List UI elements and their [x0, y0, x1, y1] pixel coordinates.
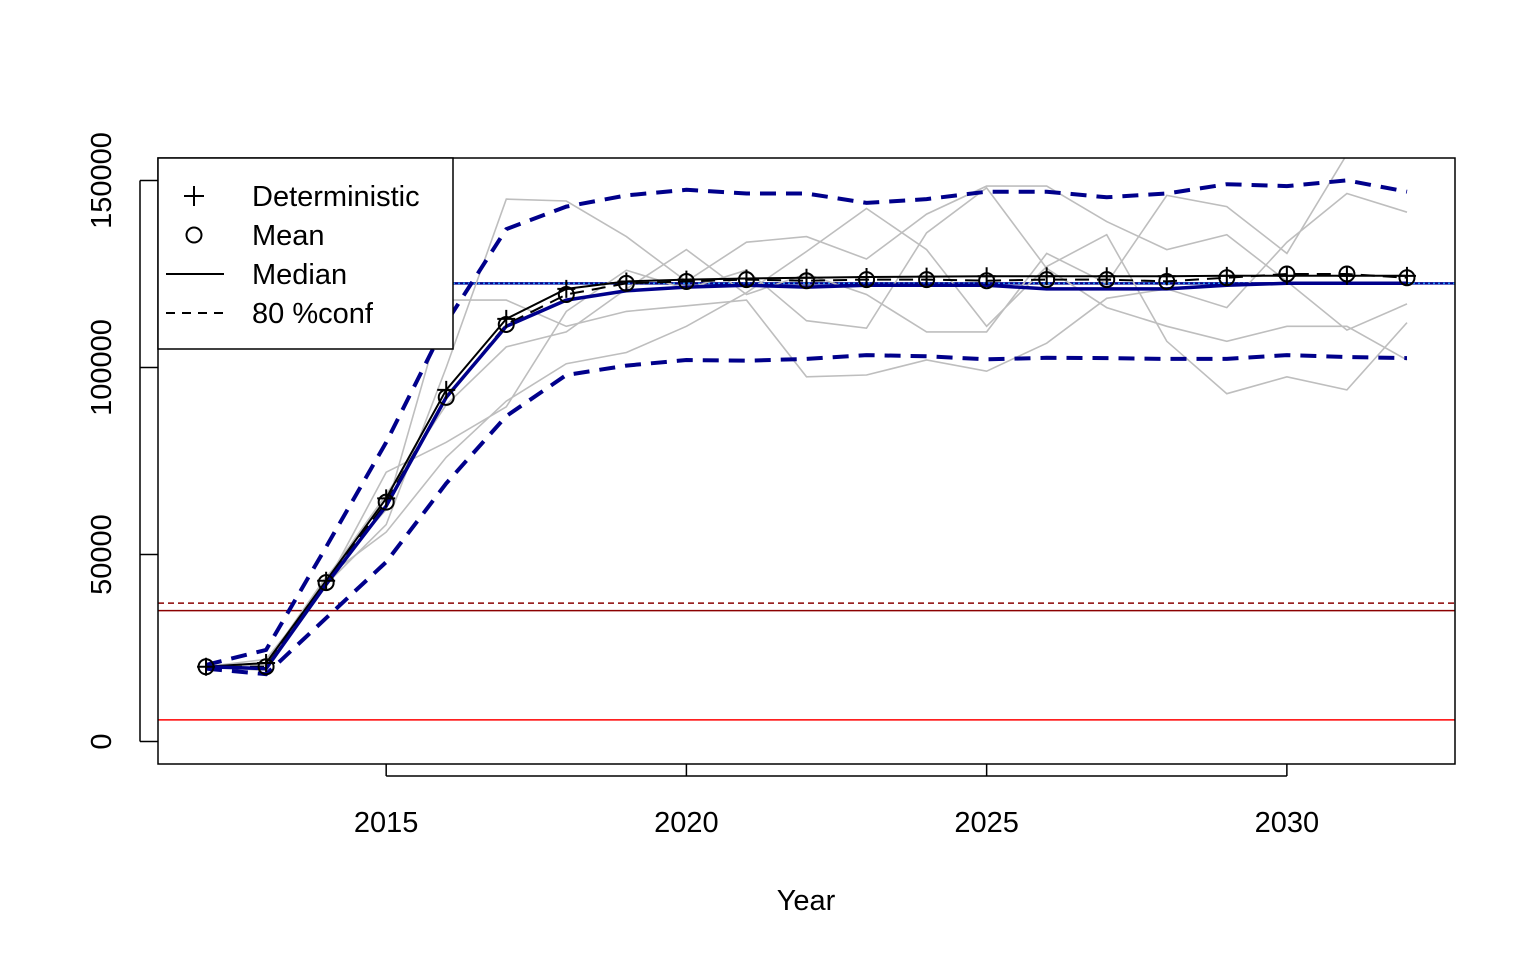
- x-axis: 2015 2020 2025 2030: [354, 764, 1319, 839]
- mean-point: [1218, 269, 1236, 287]
- x-tick-label: 2020: [654, 807, 719, 839]
- mean-point: [497, 315, 515, 333]
- mean-point: [798, 272, 815, 290]
- plot-frame: [157, 157, 1456, 765]
- mean-point: [1338, 265, 1356, 283]
- legend-plus-icon: [184, 186, 204, 206]
- mean-point: [617, 274, 635, 292]
- mean-point: [1398, 269, 1416, 287]
- mean-point: [437, 388, 455, 406]
- marker-layer: [197, 265, 1416, 676]
- median-line: [205, 281, 1407, 671]
- conf-80-upper-line: [205, 178, 1408, 667]
- y-tick-label: 50000: [86, 514, 118, 595]
- legend: Deterministic Mean Median 80 %conf: [157, 157, 454, 350]
- mean-point: [317, 574, 335, 592]
- iteration-line-2: [205, 207, 1408, 668]
- mean-point: [1038, 271, 1056, 289]
- mean-point: [557, 286, 575, 304]
- mean-point: [377, 493, 395, 511]
- mean-point: [1278, 265, 1296, 283]
- mean-point: [978, 272, 996, 290]
- mean-point: [197, 658, 215, 676]
- legend-circle-icon: [185, 226, 203, 244]
- y-tick-label: 0: [86, 733, 118, 749]
- conf-80-lower-line: [205, 353, 1408, 677]
- x-tick-label: 2030: [1255, 807, 1320, 839]
- mean-point: [1158, 272, 1176, 290]
- mean-point: [1098, 271, 1116, 289]
- mean-point: [918, 271, 936, 289]
- x-tick-label: 2015: [354, 807, 419, 839]
- deterministic-point: [197, 657, 216, 676]
- y-tick-label: 150000: [86, 132, 118, 229]
- y-axis: 0 50000 100000 150000: [86, 132, 158, 750]
- iteration-line-4: [205, 192, 1408, 668]
- mean-point: [257, 658, 275, 676]
- mean-point: [677, 272, 695, 290]
- legend-label: Mean: [252, 220, 325, 252]
- mean-point: [737, 271, 755, 289]
- legend-label: Deterministic: [252, 181, 420, 213]
- legend-label: Median: [252, 259, 347, 291]
- y-tick-label: 100000: [86, 319, 118, 416]
- x-axis-label: Year: [777, 885, 836, 917]
- mean-point: [858, 271, 876, 289]
- legend-label: 80 %conf: [252, 298, 374, 330]
- x-tick-label: 2025: [954, 807, 1019, 839]
- legend-box: [157, 157, 454, 350]
